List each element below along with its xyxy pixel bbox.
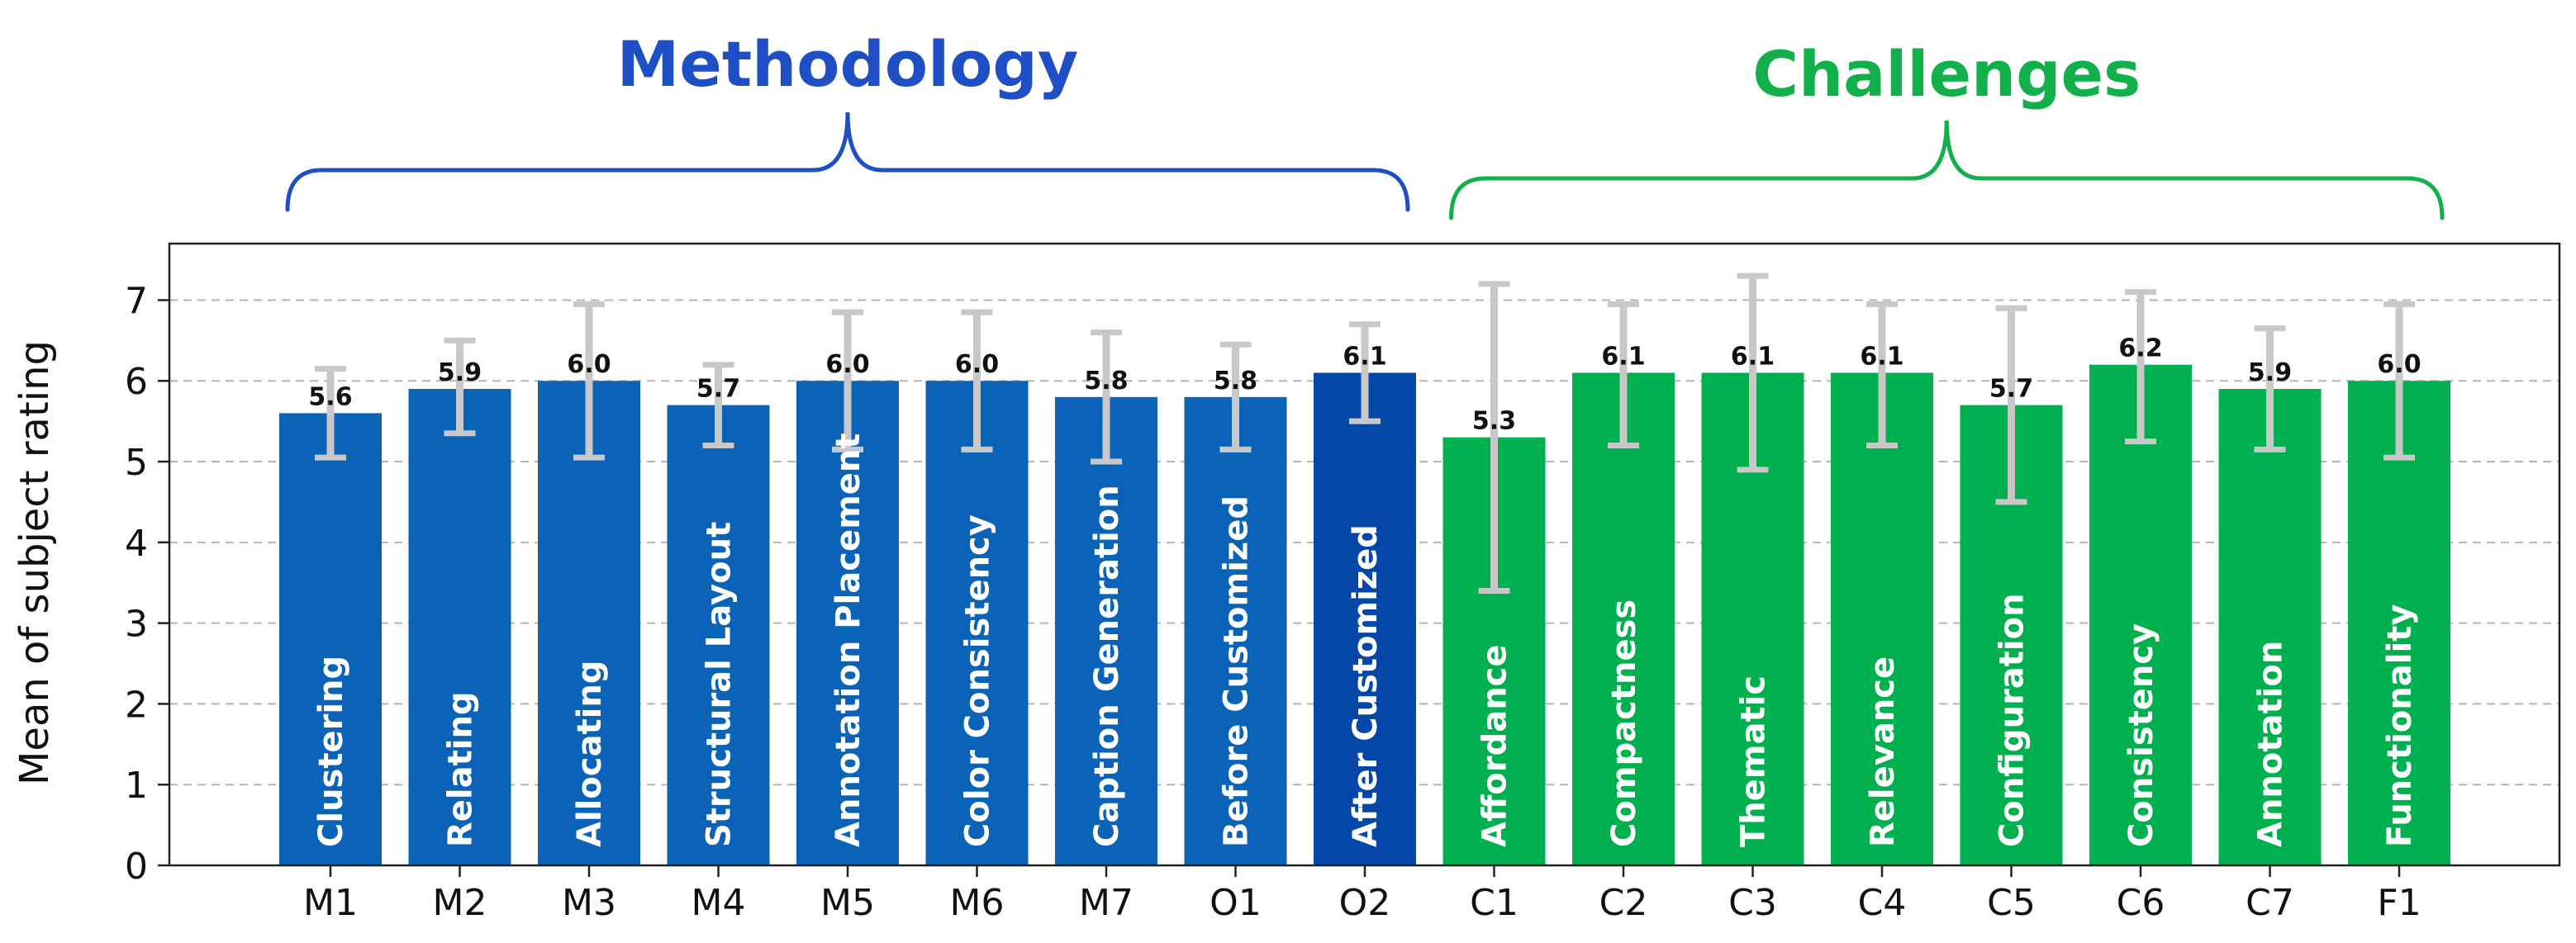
bar-name-C5: Configuration	[1994, 593, 2032, 847]
x-tick-label-C1: C1	[1470, 882, 1519, 924]
y-tick-label: 3	[125, 604, 148, 646]
bar-name-M5: Annotation Placement	[829, 434, 867, 847]
y-tick-label: 1	[125, 765, 148, 807]
y-axis-label: Mean of subject rating	[12, 340, 58, 785]
bar-F1	[2348, 381, 2450, 865]
y-tick-label: 4	[125, 523, 148, 565]
value-label-C3: 6.1	[1731, 342, 1775, 371]
group-title-challenges: Challenges	[1752, 37, 2141, 111]
bar-name-F1: Functionality	[2381, 604, 2419, 847]
bar-name-M7: Caption Generation	[1088, 485, 1126, 847]
bar-name-C2: Compactness	[1605, 599, 1643, 847]
bar-name-C4: Relevance	[1864, 656, 1902, 847]
x-tick-label-C4: C4	[1858, 882, 1907, 924]
x-tick-label-M1: M1	[303, 882, 358, 924]
bar-name-C3: Thematic	[1735, 675, 1773, 847]
value-label-O2: 6.1	[1343, 342, 1386, 371]
x-tick-label-M7: M7	[1079, 882, 1134, 924]
value-label-M5: 6.0	[825, 350, 869, 379]
bar-M1	[279, 413, 382, 865]
bar-C6	[2089, 364, 2192, 865]
x-tick-label-F1: F1	[2377, 882, 2421, 924]
bar-name-C6: Consistency	[2122, 623, 2160, 847]
value-label-C4: 6.1	[1860, 342, 1903, 371]
x-tick-label-O1: O1	[1210, 882, 1262, 924]
bar-M6	[925, 381, 1029, 865]
plot-frame	[168, 242, 2561, 867]
y-tick-label: 6	[125, 361, 148, 403]
x-tick-label-M4: M4	[692, 882, 746, 924]
bar-name-C7: Annotation	[2252, 641, 2290, 847]
value-label-M1: 5.6	[308, 382, 352, 411]
bar-name-C1: Affordance	[1476, 644, 1514, 847]
value-label-M3: 6.0	[567, 350, 611, 379]
bar-name-M2: Relating	[442, 691, 480, 847]
x-tick-label-C7: C7	[2246, 882, 2294, 924]
x-tick-label-C6: C6	[2117, 882, 2165, 924]
bar-M5	[796, 381, 899, 865]
x-tick-label-C3: C3	[1728, 882, 1777, 924]
value-label-C6: 6.2	[2118, 334, 2162, 363]
group-brackets: Methodology Challenges	[285, 27, 2445, 220]
value-label-O1: 5.8	[1214, 367, 1257, 396]
group-title-methodology: Methodology	[617, 27, 1079, 101]
bar-name-O1: Before Customized	[1218, 495, 1256, 847]
value-label-C7: 5.9	[2248, 358, 2292, 387]
value-label-C5: 5.7	[1989, 375, 2033, 404]
bar-name-M3: Allocating	[571, 660, 609, 847]
bracket-methodology	[285, 111, 1410, 212]
bar-M2	[408, 389, 511, 865]
value-label-M6: 6.0	[955, 350, 999, 379]
bar-M4	[667, 405, 770, 865]
value-label-M2: 5.9	[438, 358, 482, 387]
value-label-F1: 6.0	[2377, 350, 2421, 379]
bar-name-M4: Structural Layout	[701, 522, 739, 847]
value-label-C2: 6.1	[1601, 342, 1645, 371]
y-tick-label: 7	[125, 280, 148, 322]
bar-name-labels: Clustering Relating Allocating Structural L…	[312, 434, 2419, 847]
bar-name-M6: Color Consistency	[959, 514, 997, 847]
value-label-C1: 5.3	[1472, 407, 1516, 436]
bar-M7	[1055, 396, 1157, 866]
y-tick-label: 5	[125, 442, 148, 484]
axes: 0 1 2 3 4 5 6 7 M1 M2 M3 M4 M5 M6 M7 O1 O2 C1 C2 C3 C4 C5 C6 C7…	[125, 242, 2561, 924]
bar-name-M1: Clustering	[312, 656, 350, 847]
bar-C4	[1831, 372, 1933, 865]
y-tick-label: 2	[125, 684, 148, 726]
bar-name-O2: After Customized	[1347, 524, 1385, 847]
error-bars	[315, 272, 2415, 595]
x-tick-label-O2: O2	[1339, 882, 1391, 924]
y-tick-label: 0	[125, 846, 148, 888]
x-tick-label-C2: C2	[1599, 882, 1648, 924]
x-tick-label-M5: M5	[820, 882, 875, 924]
bar-O2	[1314, 372, 1416, 865]
x-tick-label-M6: M6	[950, 882, 1005, 924]
x-tick-label-C5: C5	[1987, 882, 2036, 924]
x-tick-label-M2: M2	[433, 882, 487, 924]
x-tick-label-M3: M3	[562, 882, 616, 924]
bracket-challenges	[1449, 120, 2445, 220]
value-label-M4: 5.7	[696, 375, 740, 404]
value-label-M7: 5.8	[1084, 367, 1128, 396]
bar-C7	[2218, 389, 2322, 865]
bar-M3	[538, 381, 640, 865]
bar-C2	[1572, 372, 1675, 865]
bar-O1	[1184, 396, 1287, 866]
value-labels: 5.6 5.9 6.0 5.7 6.0 6.0 5.8 5.8 6.1 5.3 6.1 6.1 6.1 5…	[308, 334, 2421, 436]
